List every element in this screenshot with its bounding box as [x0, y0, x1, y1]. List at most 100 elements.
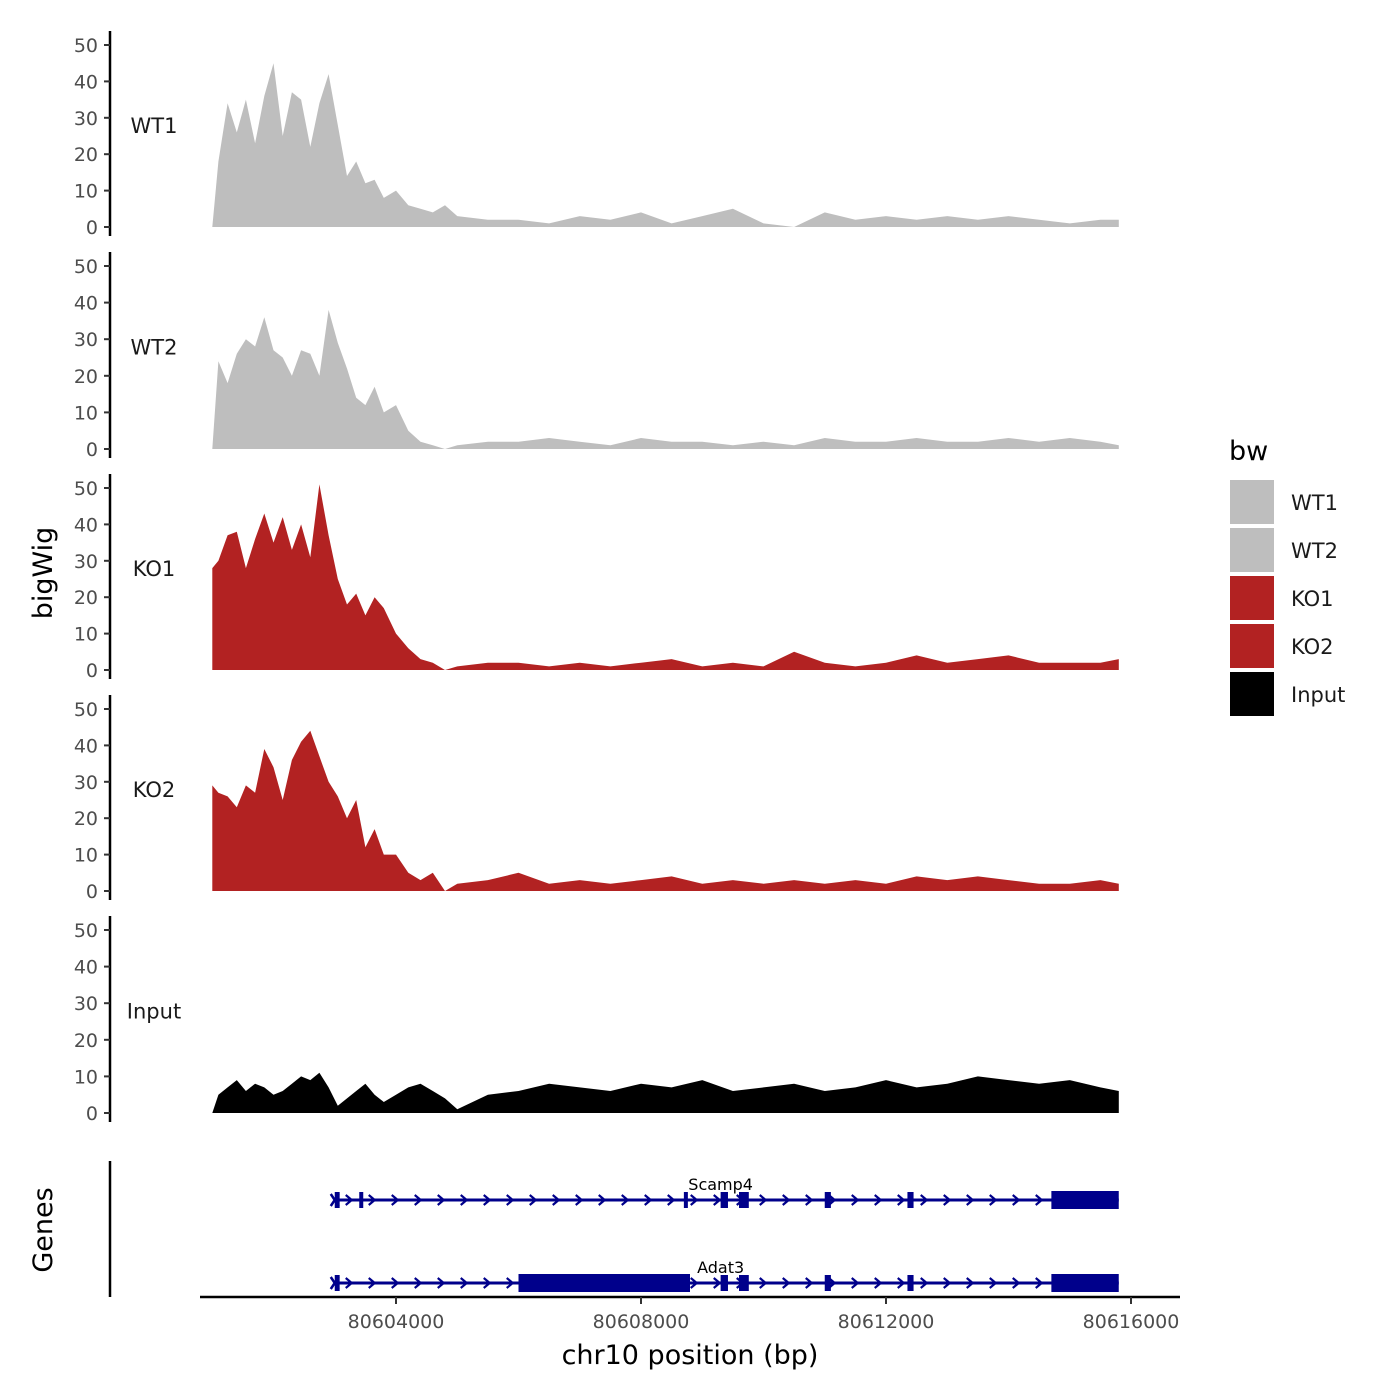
y-tick-label: 40 [74, 293, 98, 315]
y-axis-title: bigWig [28, 527, 59, 620]
legend-swatch [1230, 528, 1274, 572]
strand-arrow [759, 1277, 768, 1289]
y-tick-label: 10 [74, 181, 98, 203]
signal-area-ko1 [212, 484, 1119, 670]
exon [739, 1192, 749, 1208]
y-tick-label: 30 [74, 329, 98, 351]
legend-label: KO1 [1291, 587, 1334, 611]
exon [334, 1192, 340, 1208]
strand-arrow [414, 1194, 423, 1206]
y-tick-label: 50 [74, 699, 98, 721]
track-panels: 0 10 20 30 40 50 WT1 0 10 20 30 40 50 WT2 0 10 20 30 40 50 K… [74, 31, 1119, 1125]
strand-arrow [874, 1194, 883, 1206]
legend-item-wt2: WT2 [1230, 528, 1338, 572]
exon [824, 1275, 831, 1291]
y-tick-label: 20 [74, 808, 98, 830]
exon [907, 1192, 914, 1208]
genes-panel: Scamp4 Adat3 [108, 1161, 1119, 1297]
strand-arrow [345, 1194, 354, 1206]
exon [683, 1192, 688, 1208]
strand-arrow [437, 1277, 446, 1289]
y-tick-label: 0 [86, 1103, 98, 1125]
track-label: KO2 [133, 778, 176, 802]
y-tick-label: 10 [74, 1066, 98, 1088]
y-tick-label: 50 [74, 478, 98, 500]
legend-swatch [1230, 624, 1274, 668]
exon [720, 1192, 728, 1208]
track-label: WT2 [131, 336, 178, 360]
x-tick-label: 80616000 [1083, 1311, 1180, 1333]
x-tick-label: 80604000 [348, 1311, 445, 1333]
strand-arrow [989, 1277, 998, 1289]
strand-arrow [1035, 1194, 1044, 1206]
x-tick-label: 80612000 [838, 1311, 935, 1333]
strand-arrow [391, 1277, 400, 1289]
strand-arrow [920, 1277, 929, 1289]
strand-arrow [989, 1194, 998, 1206]
exon [720, 1275, 728, 1291]
strand-arrow [943, 1277, 952, 1289]
y-tick-label: 40 [74, 514, 98, 536]
x-axis: 80604000 80608000 80612000 80616000 [200, 1295, 1180, 1333]
legend: WT1 WT2 KO1 KO2 Input [1230, 480, 1345, 716]
strand-arrow [690, 1277, 699, 1289]
strand-arrow [667, 1194, 676, 1206]
legend-title: bw [1229, 436, 1268, 467]
legend-item-wt1: WT1 [1230, 480, 1338, 524]
y-tick-label: 40 [74, 735, 98, 757]
track-label: KO1 [133, 557, 176, 581]
track-label: Input [127, 1000, 181, 1024]
strand-arrow [805, 1194, 814, 1206]
y-tick-label: 10 [74, 845, 98, 867]
strand-arrow [506, 1277, 515, 1289]
exon [518, 1274, 690, 1292]
track-panel-ko1: 0 10 20 30 40 50 KO1 [74, 474, 1119, 682]
y-tick-label: 20 [74, 144, 98, 166]
y-tick-label: 40 [74, 957, 98, 979]
strand-arrow [621, 1194, 630, 1206]
strand-arrow [483, 1277, 492, 1289]
exon [907, 1275, 914, 1291]
strand-arrow [460, 1277, 469, 1289]
strand-arrow [414, 1277, 423, 1289]
exon [739, 1275, 749, 1291]
exon [1051, 1191, 1119, 1209]
strand-arrow [920, 1194, 929, 1206]
track-panel-input: 0 10 20 30 40 50 Input [74, 916, 1119, 1125]
strand-arrow [874, 1277, 883, 1289]
strand-arrow [782, 1194, 791, 1206]
y-tick-label: 30 [74, 108, 98, 130]
legend-swatch [1230, 480, 1274, 524]
y-tick-label: 0 [86, 881, 98, 903]
track-label: WT1 [131, 114, 178, 138]
y-tick-label: 20 [74, 587, 98, 609]
legend-label: Input [1291, 683, 1345, 707]
y-tick-label: 30 [74, 993, 98, 1015]
strand-arrow [966, 1277, 975, 1289]
track-panel-wt1: 0 10 20 30 40 50 WT1 [74, 31, 1119, 239]
y-tick-label: 50 [74, 920, 98, 942]
legend-label: WT2 [1291, 539, 1338, 563]
legend-item-ko1: KO1 [1230, 576, 1334, 620]
genes-axis-title: Genes [28, 1187, 59, 1272]
strand-arrow [368, 1277, 377, 1289]
strand-arrow [966, 1194, 975, 1206]
y-tick-label: 0 [86, 217, 98, 239]
strand-arrow [805, 1277, 814, 1289]
strand-arrow [851, 1277, 860, 1289]
strand-arrow [506, 1194, 515, 1206]
strand-arrow [943, 1194, 952, 1206]
track-panel-wt2: 0 10 20 30 40 50 WT2 [74, 252, 1119, 461]
x-tick-label: 80608000 [593, 1311, 690, 1333]
gene-label: Adat3 [697, 1258, 744, 1277]
strand-arrow [690, 1194, 699, 1206]
strand-arrow [391, 1194, 400, 1206]
y-tick-label: 30 [74, 551, 98, 573]
strand-arrow [460, 1194, 469, 1206]
y-tick-label: 0 [86, 660, 98, 682]
y-tick-label: 20 [74, 1030, 98, 1052]
strand-arrow [575, 1194, 584, 1206]
y-tick-label: 30 [74, 772, 98, 794]
strand-arrow [713, 1277, 722, 1289]
